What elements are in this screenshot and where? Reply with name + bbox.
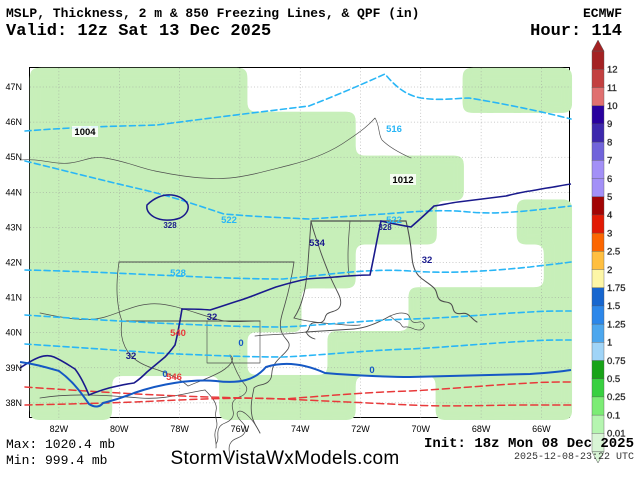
svg-text:41N: 41N [5, 293, 22, 303]
svg-text:32: 32 [422, 255, 433, 266]
svg-text:11: 11 [607, 83, 617, 94]
svg-text:5: 5 [607, 192, 612, 203]
svg-text:1004: 1004 [74, 127, 96, 138]
svg-text:1.75: 1.75 [607, 283, 626, 294]
svg-text:540: 540 [170, 328, 186, 339]
svg-text:45N: 45N [5, 152, 22, 162]
svg-text:0.1: 0.1 [607, 410, 620, 421]
svg-text:74W: 74W [291, 424, 310, 434]
svg-text:32: 32 [126, 351, 137, 362]
svg-text:8: 8 [607, 137, 612, 148]
svg-text:70W: 70W [412, 424, 431, 434]
svg-text:66W: 66W [532, 424, 551, 434]
svg-text:10: 10 [607, 101, 618, 112]
svg-text:0: 0 [369, 365, 374, 376]
svg-text:47N: 47N [5, 82, 22, 92]
svg-text:0: 0 [238, 338, 243, 349]
svg-text:328: 328 [163, 221, 177, 230]
svg-text:1.5: 1.5 [607, 301, 620, 312]
svg-text:72W: 72W [351, 424, 370, 434]
svg-text:516: 516 [386, 124, 402, 135]
svg-text:39N: 39N [5, 363, 22, 373]
svg-text:522: 522 [221, 215, 237, 226]
svg-text:78W: 78W [170, 424, 189, 434]
svg-text:43N: 43N [5, 222, 22, 232]
svg-text:0.75: 0.75 [607, 356, 626, 367]
svg-text:0.25: 0.25 [607, 392, 626, 403]
svg-text:1.25: 1.25 [607, 319, 626, 330]
svg-text:82W: 82W [50, 424, 69, 434]
svg-text:38N: 38N [5, 398, 22, 408]
svg-text:546: 546 [166, 372, 182, 383]
svg-text:1: 1 [607, 338, 612, 349]
svg-text:80W: 80W [110, 424, 129, 434]
svg-text:68W: 68W [472, 424, 491, 434]
svg-text:0.5: 0.5 [607, 374, 620, 385]
svg-text:528: 528 [170, 268, 186, 279]
svg-text:534: 534 [309, 238, 326, 249]
svg-text:3: 3 [607, 228, 612, 239]
svg-text:32: 32 [207, 312, 218, 323]
svg-text:7: 7 [607, 156, 612, 167]
svg-text:328: 328 [378, 223, 392, 232]
svg-text:44N: 44N [5, 187, 22, 197]
svg-text:12: 12 [607, 65, 618, 76]
svg-text:42N: 42N [5, 258, 22, 268]
svg-text:9: 9 [607, 119, 612, 130]
svg-text:40N: 40N [5, 328, 22, 338]
svg-text:46N: 46N [5, 117, 22, 127]
svg-text:2.5: 2.5 [607, 247, 620, 258]
svg-text:76W: 76W [231, 424, 250, 434]
svg-text:1012: 1012 [392, 175, 413, 186]
svg-text:6: 6 [607, 174, 612, 185]
svg-text:2: 2 [607, 265, 612, 276]
svg-text:4: 4 [607, 210, 612, 221]
